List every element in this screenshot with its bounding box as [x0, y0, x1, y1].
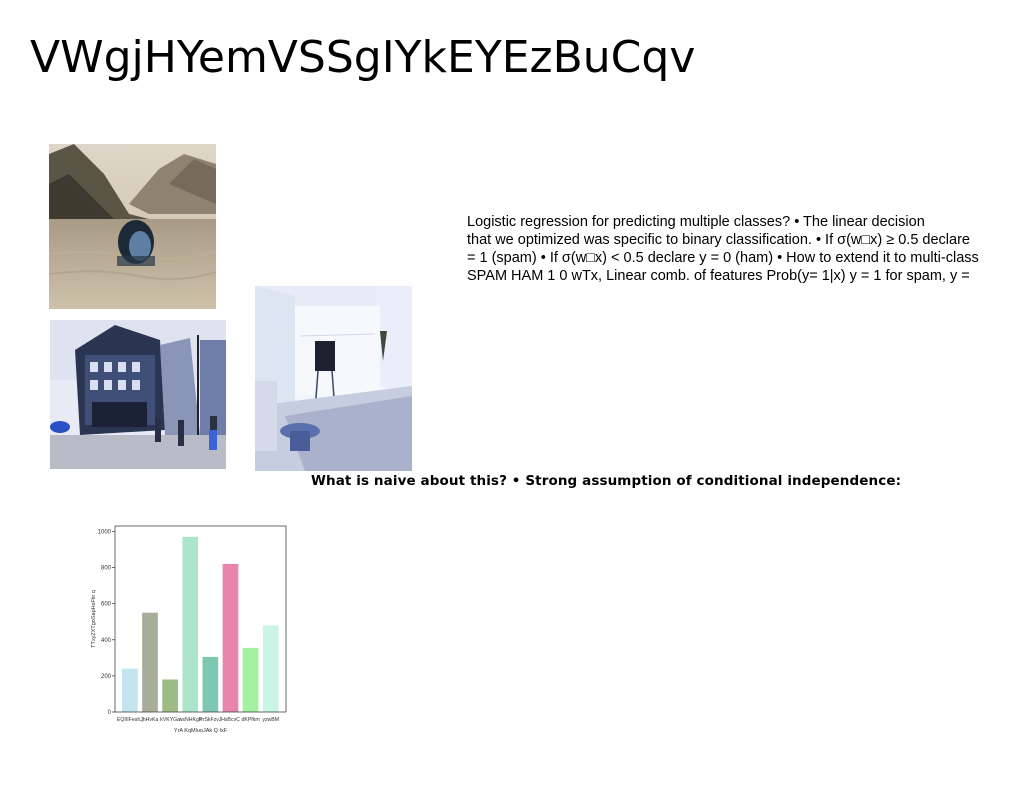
paragraph-line: that we optimized was specific to binary…	[467, 232, 970, 248]
naive-assumption-text: What is naive about this? • Strong assum…	[311, 473, 902, 489]
chart-bar	[142, 612, 158, 712]
paragraph-line: = 1 (spam) • If σ(w□x) < 0.5 declare y =…	[467, 250, 979, 266]
chart-bar	[242, 647, 259, 712]
x-tick-label: HsBcvC	[221, 717, 240, 723]
body-paragraph: Logistic regression for predicting multi…	[467, 213, 1024, 285]
slide-title: VWgjHYemVSSgIYkEYEzBuCqv	[30, 32, 696, 83]
chart-bar	[202, 656, 219, 712]
y-tick-label: 1000	[98, 529, 112, 535]
chart-bar	[162, 679, 178, 712]
x-tick-label: dKPfkm	[242, 717, 260, 723]
plot-frame	[114, 525, 287, 713]
chart-bar	[262, 625, 279, 712]
paragraph-line: Logistic regression for predicting multi…	[467, 214, 925, 230]
x-tick-label: EQIIIFeshJ	[117, 717, 143, 723]
y-tick-label: 400	[101, 638, 112, 644]
x-tick-label: jhHvKa	[141, 717, 159, 723]
street-building-photo	[50, 320, 226, 469]
y-tick-label: 800	[101, 566, 112, 572]
chart-bar	[122, 668, 138, 712]
y-tick-label: 600	[101, 602, 112, 608]
x-tick-label: kVKYGa	[160, 717, 180, 723]
paragraph-line: SPAM HAM 1 0 wTx, Linear comb. of featur…	[467, 268, 970, 284]
chart-bar	[182, 536, 199, 712]
chart-bar	[222, 563, 239, 712]
x-tick-label: PrSkFzvJ	[199, 717, 222, 723]
x-tick-label: yzwBM	[262, 717, 279, 723]
y-tick-label: 200	[101, 674, 112, 680]
y-tick-label: 0	[108, 710, 112, 716]
x-axis-label: YrA KqMluoJAk Q IxF	[174, 728, 228, 734]
white-living-room-photo	[255, 286, 412, 471]
x-tick-label: wsNHKgh	[179, 717, 202, 723]
woman-in-water-photo	[49, 144, 216, 309]
y-axis-label: TTxyZXTgoSapHsFtir q	[91, 590, 97, 648]
